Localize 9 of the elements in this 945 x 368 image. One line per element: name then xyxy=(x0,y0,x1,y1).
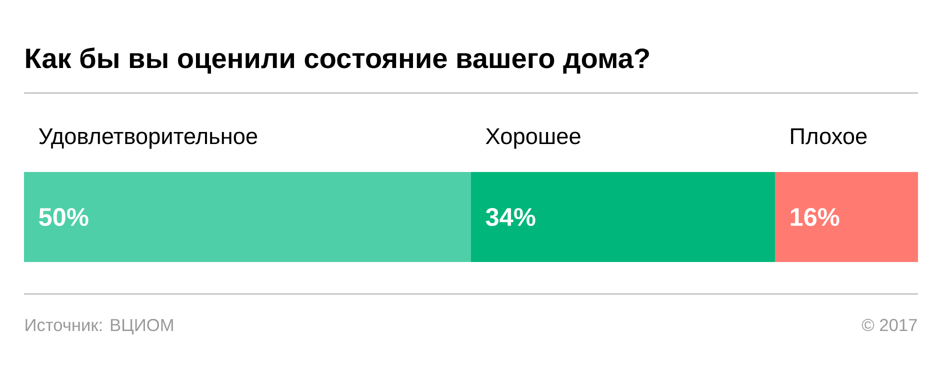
series-label: Хорошее xyxy=(486,128,580,149)
text: © 2017 xyxy=(862,318,917,332)
series-label: Удовлетворительное xyxy=(38,128,258,149)
chart-title: Как бы вы оценили состояние вашего дома? xyxy=(26,47,649,74)
data-label: 50% xyxy=(39,208,88,226)
series-label: Плохое xyxy=(791,128,867,144)
text: Источник: ВЦИОМ xyxy=(26,318,173,334)
data-label: 16% xyxy=(790,208,840,226)
data-label: 34% xyxy=(486,208,536,226)
